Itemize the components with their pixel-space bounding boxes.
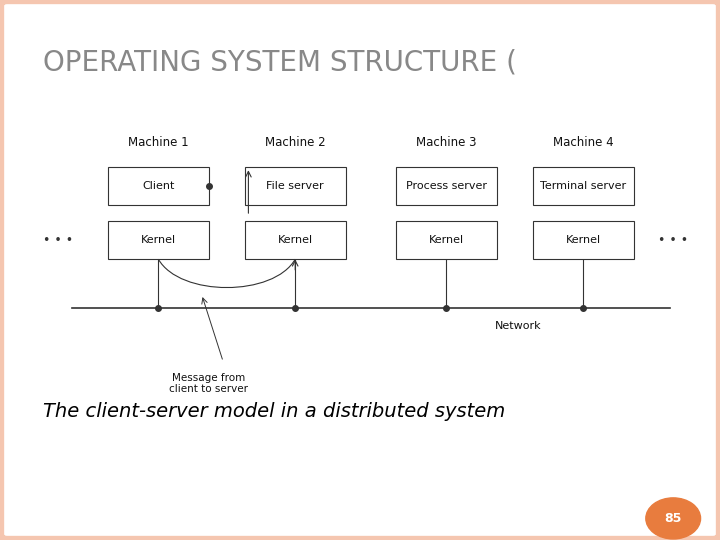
Text: OPERATING SYSTEM STRUCTURE (: OPERATING SYSTEM STRUCTURE ( (43, 49, 517, 77)
FancyBboxPatch shape (396, 167, 497, 205)
Text: Network: Network (495, 321, 541, 332)
FancyBboxPatch shape (533, 221, 634, 259)
Text: Kernel: Kernel (141, 235, 176, 245)
Text: 85: 85 (665, 512, 682, 525)
Text: Kernel: Kernel (278, 235, 312, 245)
FancyBboxPatch shape (245, 167, 346, 205)
Text: Client: Client (143, 181, 174, 191)
FancyBboxPatch shape (108, 221, 209, 259)
Text: Machine 1: Machine 1 (128, 136, 189, 148)
Text: Kernel: Kernel (429, 235, 464, 245)
Text: • • •: • • • (658, 234, 688, 247)
Circle shape (646, 498, 701, 539)
FancyBboxPatch shape (533, 167, 634, 205)
Text: Terminal server: Terminal server (540, 181, 626, 191)
Text: File server: File server (266, 181, 324, 191)
Text: Machine 4: Machine 4 (553, 136, 613, 148)
Text: Process server: Process server (406, 181, 487, 191)
FancyBboxPatch shape (108, 167, 209, 205)
Text: Machine 2: Machine 2 (265, 136, 325, 148)
FancyBboxPatch shape (245, 221, 346, 259)
Text: Message from
client to server: Message from client to server (169, 373, 248, 394)
Text: The client-server model in a distributed system: The client-server model in a distributed… (43, 402, 505, 421)
Text: Machine 3: Machine 3 (416, 136, 477, 148)
Text: • • •: • • • (42, 234, 73, 247)
FancyBboxPatch shape (396, 221, 497, 259)
Text: Kernel: Kernel (566, 235, 600, 245)
